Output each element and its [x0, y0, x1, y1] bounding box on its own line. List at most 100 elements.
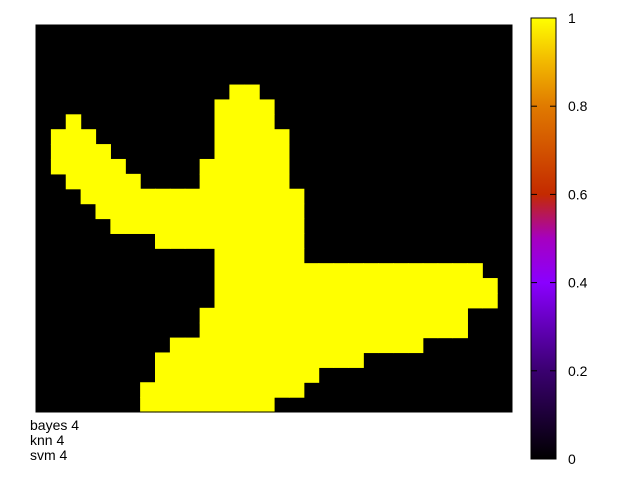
- heatmap-cell: [274, 382, 290, 398]
- heatmap-cell: [95, 158, 111, 175]
- heatmap-cell: [288, 218, 305, 234]
- heatmap-cell: [244, 233, 260, 249]
- heatmap-cell: [259, 188, 275, 205]
- heatmap-cell: [422, 307, 439, 324]
- heatmap-cell: [333, 263, 349, 279]
- heatmap-cell: [244, 263, 260, 279]
- heatmap-cell: [199, 397, 216, 413]
- heatmap-cell: [452, 322, 468, 339]
- heatmap-cell: [303, 337, 320, 354]
- heatmap-cell: [274, 352, 290, 368]
- heatmap-cell: [229, 322, 245, 339]
- heatmap-cell: [393, 278, 409, 294]
- caption-svm: svm 4: [30, 447, 68, 463]
- heatmap-cell: [333, 337, 349, 354]
- heatmap-cell: [259, 352, 275, 368]
- heatmap-cell: [229, 144, 245, 160]
- heatmap-cell: [155, 203, 171, 220]
- heatmap-cell: [184, 203, 201, 220]
- heatmap-cell: [348, 292, 364, 309]
- heatmap-cell: [274, 292, 290, 309]
- heatmap-cell: [244, 158, 260, 175]
- heatmap-cell: [199, 158, 216, 175]
- heatmap-cell: [214, 307, 230, 324]
- heatmap-cell: [318, 278, 335, 294]
- colorbar-tick-label: 0.2: [568, 363, 588, 379]
- heatmap-cell: [288, 337, 305, 354]
- heatmap-cell: [214, 188, 230, 205]
- heatmap-cell: [348, 278, 364, 294]
- heatmap-cell: [259, 99, 275, 115]
- heatmap-cell: [184, 337, 201, 354]
- heatmap-cell: [274, 248, 290, 264]
- heatmap-cell: [274, 367, 290, 383]
- heatmap-cell: [229, 248, 245, 264]
- heatmap-cell: [169, 367, 186, 383]
- heatmap-frame: [35, 24, 513, 413]
- heatmap-cell: [274, 173, 290, 190]
- heatmap-cell: [80, 158, 97, 175]
- heatmap-cell: [214, 322, 230, 339]
- heatmap-cell: [229, 84, 245, 101]
- heatmap-cell: [199, 188, 216, 205]
- heatmap-cell: [214, 352, 230, 368]
- heatmap-cell: [422, 278, 439, 294]
- heatmap-cell: [274, 337, 290, 354]
- heatmap-cell: [199, 337, 216, 354]
- heatmap-cell: [244, 337, 260, 354]
- heatmap-cell: [318, 352, 335, 368]
- heatmap-cell: [333, 292, 349, 309]
- heatmap-cell: [169, 188, 186, 205]
- heatmap-cell: [244, 397, 260, 413]
- heatmap-cell: [482, 292, 498, 309]
- heatmap-cell: [452, 278, 468, 294]
- colorbar-tick-label: 0.8: [568, 98, 588, 114]
- heatmap-cell: [229, 278, 245, 294]
- heatmap-cell: [274, 263, 290, 279]
- heatmap-cell: [363, 337, 379, 354]
- heatmap-cell: [244, 307, 260, 324]
- heatmap-cell: [259, 158, 275, 175]
- heatmap-cell: [95, 173, 111, 190]
- heatmap-cell: [244, 292, 260, 309]
- heatmap-cell: [229, 203, 245, 220]
- heatmap-cell: [259, 382, 275, 398]
- heatmap-cell: [169, 397, 186, 413]
- heatmap-cell: [140, 397, 156, 413]
- heatmap-cell: [80, 188, 97, 205]
- heatmap-cell: [169, 218, 186, 234]
- heatmap-cell: [259, 263, 275, 279]
- caption-knn: knn 4: [30, 432, 65, 448]
- heatmap-cell: [259, 278, 275, 294]
- heatmap-cell: [214, 292, 230, 309]
- heatmap-cell: [214, 173, 230, 190]
- heatmap-cell: [274, 158, 290, 175]
- heatmap-cell: [244, 367, 260, 383]
- heatmap-cell: [363, 263, 379, 279]
- heatmap-cell: [288, 263, 305, 279]
- heatmap-cell: [378, 322, 394, 339]
- heatmap-cell: [65, 114, 82, 130]
- heatmap-cell: [199, 233, 216, 249]
- heatmap-cell: [288, 203, 305, 220]
- heatmap-cell: [155, 397, 171, 413]
- heatmap-cell: [125, 203, 141, 220]
- heatmap-cell: [155, 233, 171, 249]
- heatmap-cell: [244, 99, 260, 115]
- heatmap-cell: [214, 129, 230, 145]
- heatmap-cell: [50, 158, 67, 175]
- heatmap-cell: [482, 278, 498, 294]
- heatmap-cell: [452, 263, 468, 279]
- heatmap-cell: [274, 233, 290, 249]
- heatmap-cell: [214, 144, 230, 160]
- heatmap-cell: [244, 114, 260, 130]
- heatmap-cell: [318, 263, 335, 279]
- heatmap-cell: [184, 218, 201, 234]
- heatmap-cell: [214, 367, 230, 383]
- heatmap-cell: [393, 292, 409, 309]
- heatmap-cell: [155, 382, 171, 398]
- heatmap-cell: [155, 352, 171, 368]
- colorbar-tick-label: 0.4: [568, 275, 588, 291]
- heatmap-cell: [378, 307, 394, 324]
